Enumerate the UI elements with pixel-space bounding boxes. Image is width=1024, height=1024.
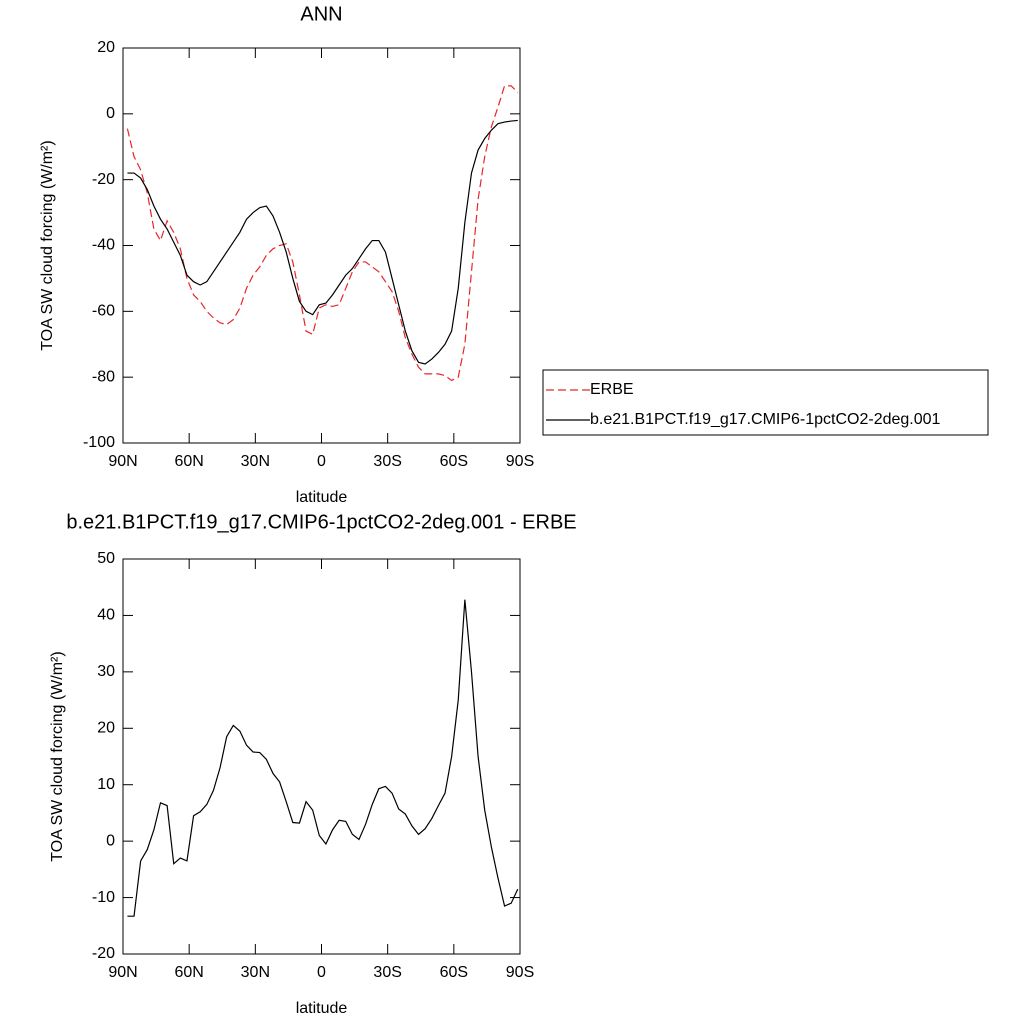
y-tick-label: 10 <box>97 776 115 793</box>
y-tick-label: 20 <box>97 39 115 56</box>
chart-title: b.e21.B1PCT.f19_g17.CMIP6-1pctCO2-2deg.0… <box>66 511 576 533</box>
y-tick-label: -100 <box>83 434 115 451</box>
y-tick-label: -80 <box>92 368 115 385</box>
plot-frame <box>122 558 521 955</box>
x-tick-label: 90N <box>108 453 137 470</box>
legend-label: b.e21.B1PCT.f19_g17.CMIP6-1pctCO2-2deg.0… <box>590 411 941 428</box>
x-axis-label: latitude <box>296 1000 348 1017</box>
x-tick-label: 30S <box>373 964 401 981</box>
y-axis-label: TOA SW cloud forcing (W/m²) <box>49 651 66 861</box>
data-line <box>126 85 519 382</box>
x-tick-label: 90S <box>506 453 534 470</box>
chart-title: ANN <box>300 3 342 25</box>
y-tick-label: -40 <box>92 237 115 254</box>
x-tick-label: 90S <box>506 964 534 981</box>
y-tick-label: 40 <box>97 607 115 624</box>
x-tick-label: 60N <box>174 453 203 470</box>
x-tick-label: 30S <box>373 453 401 470</box>
x-tick-label: 60S <box>440 964 468 981</box>
y-tick-label: 0 <box>106 105 115 122</box>
y-tick-label: -10 <box>92 889 115 906</box>
x-tick-label: 30N <box>241 453 270 470</box>
legend-label: ERBE <box>590 381 634 398</box>
x-tick-label: 0 <box>317 964 326 981</box>
y-tick-label: -20 <box>92 171 115 188</box>
y-tick-label: 20 <box>97 720 115 737</box>
y-tick-label: 30 <box>97 663 115 680</box>
y-tick-label: 50 <box>97 550 115 567</box>
data-line <box>127 599 519 917</box>
x-tick-label: 60N <box>174 964 203 981</box>
plot-frame <box>122 47 521 444</box>
y-axis-label: TOA SW cloud forcing (W/m²) <box>39 140 56 350</box>
x-tick-label: 60S <box>440 453 468 470</box>
data-line <box>127 119 518 365</box>
y-tick-label: 0 <box>106 832 115 849</box>
legend-box <box>542 369 989 436</box>
x-tick-label: 30N <box>241 964 270 981</box>
x-tick-label: 0 <box>317 453 326 470</box>
y-tick-label: -60 <box>92 303 115 320</box>
x-axis-label: latitude <box>296 489 348 506</box>
x-tick-label: 90N <box>108 964 137 981</box>
y-tick-label: -20 <box>92 945 115 962</box>
